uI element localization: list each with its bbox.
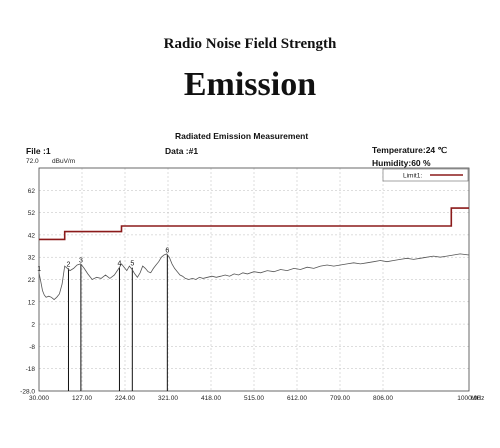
legend-box <box>382 168 469 182</box>
x-tick-label: 321.00 <box>158 395 178 402</box>
y-tick-top-label: 72.0 <box>26 158 39 165</box>
x-axis-unit: MHz <box>471 395 484 402</box>
y-tick-label: -18 <box>26 366 36 373</box>
x-tick-label: 1000.00 <box>457 395 481 402</box>
y-tick-label: 32 <box>28 255 36 262</box>
marker-label: 1 <box>37 266 41 273</box>
humidity-label: Humidity:60 % <box>372 158 431 168</box>
chart-subtitle: Radio Noise Field Strength <box>163 36 337 52</box>
data-label: Data :#1 <box>165 146 199 156</box>
x-tick-label: 806.00 <box>373 395 393 402</box>
marker-label: 4 <box>118 261 122 268</box>
temperature-label: Temperature:24 ℃ <box>372 145 448 155</box>
x-tick-label: 30.000 <box>29 395 49 402</box>
limit-line <box>39 207 469 241</box>
x-tick-label: 418.00 <box>201 395 221 402</box>
y-tick-label: 12 <box>28 299 36 306</box>
legend: Limit1: <box>382 168 469 182</box>
file-label: File :1 <box>26 146 51 156</box>
x-tick-label: 515.00 <box>244 395 264 402</box>
marker-label: 5 <box>130 261 134 268</box>
x-tick-label: 709.00 <box>330 395 350 402</box>
measurement-title: Radiated Emission Measurement <box>175 131 309 141</box>
marker-label: 6 <box>165 248 169 255</box>
y-tick-label: -8 <box>29 344 35 351</box>
y-tick-label: 62 <box>28 188 36 195</box>
y-tick-label: 42 <box>28 232 36 239</box>
marker-label: 2 <box>67 261 71 268</box>
marker-label: 3 <box>79 258 83 265</box>
y-axis-label: dBuV/m <box>52 158 75 165</box>
page-title: Emission <box>183 66 317 103</box>
y-tick-label: 2 <box>31 322 35 329</box>
x-tick-label: 612.00 <box>287 395 307 402</box>
y-tick-label: 22 <box>28 277 36 284</box>
x-tick-label: 224.00 <box>115 395 135 402</box>
x-tick-label: 127.00 <box>72 395 92 402</box>
y-tick-label: 52 <box>28 210 36 217</box>
y-tick-label: -28.0 <box>20 389 35 396</box>
emission-trace <box>38 253 470 301</box>
plot-frame <box>38 167 470 392</box>
legend-label: Limit1: <box>403 173 422 180</box>
